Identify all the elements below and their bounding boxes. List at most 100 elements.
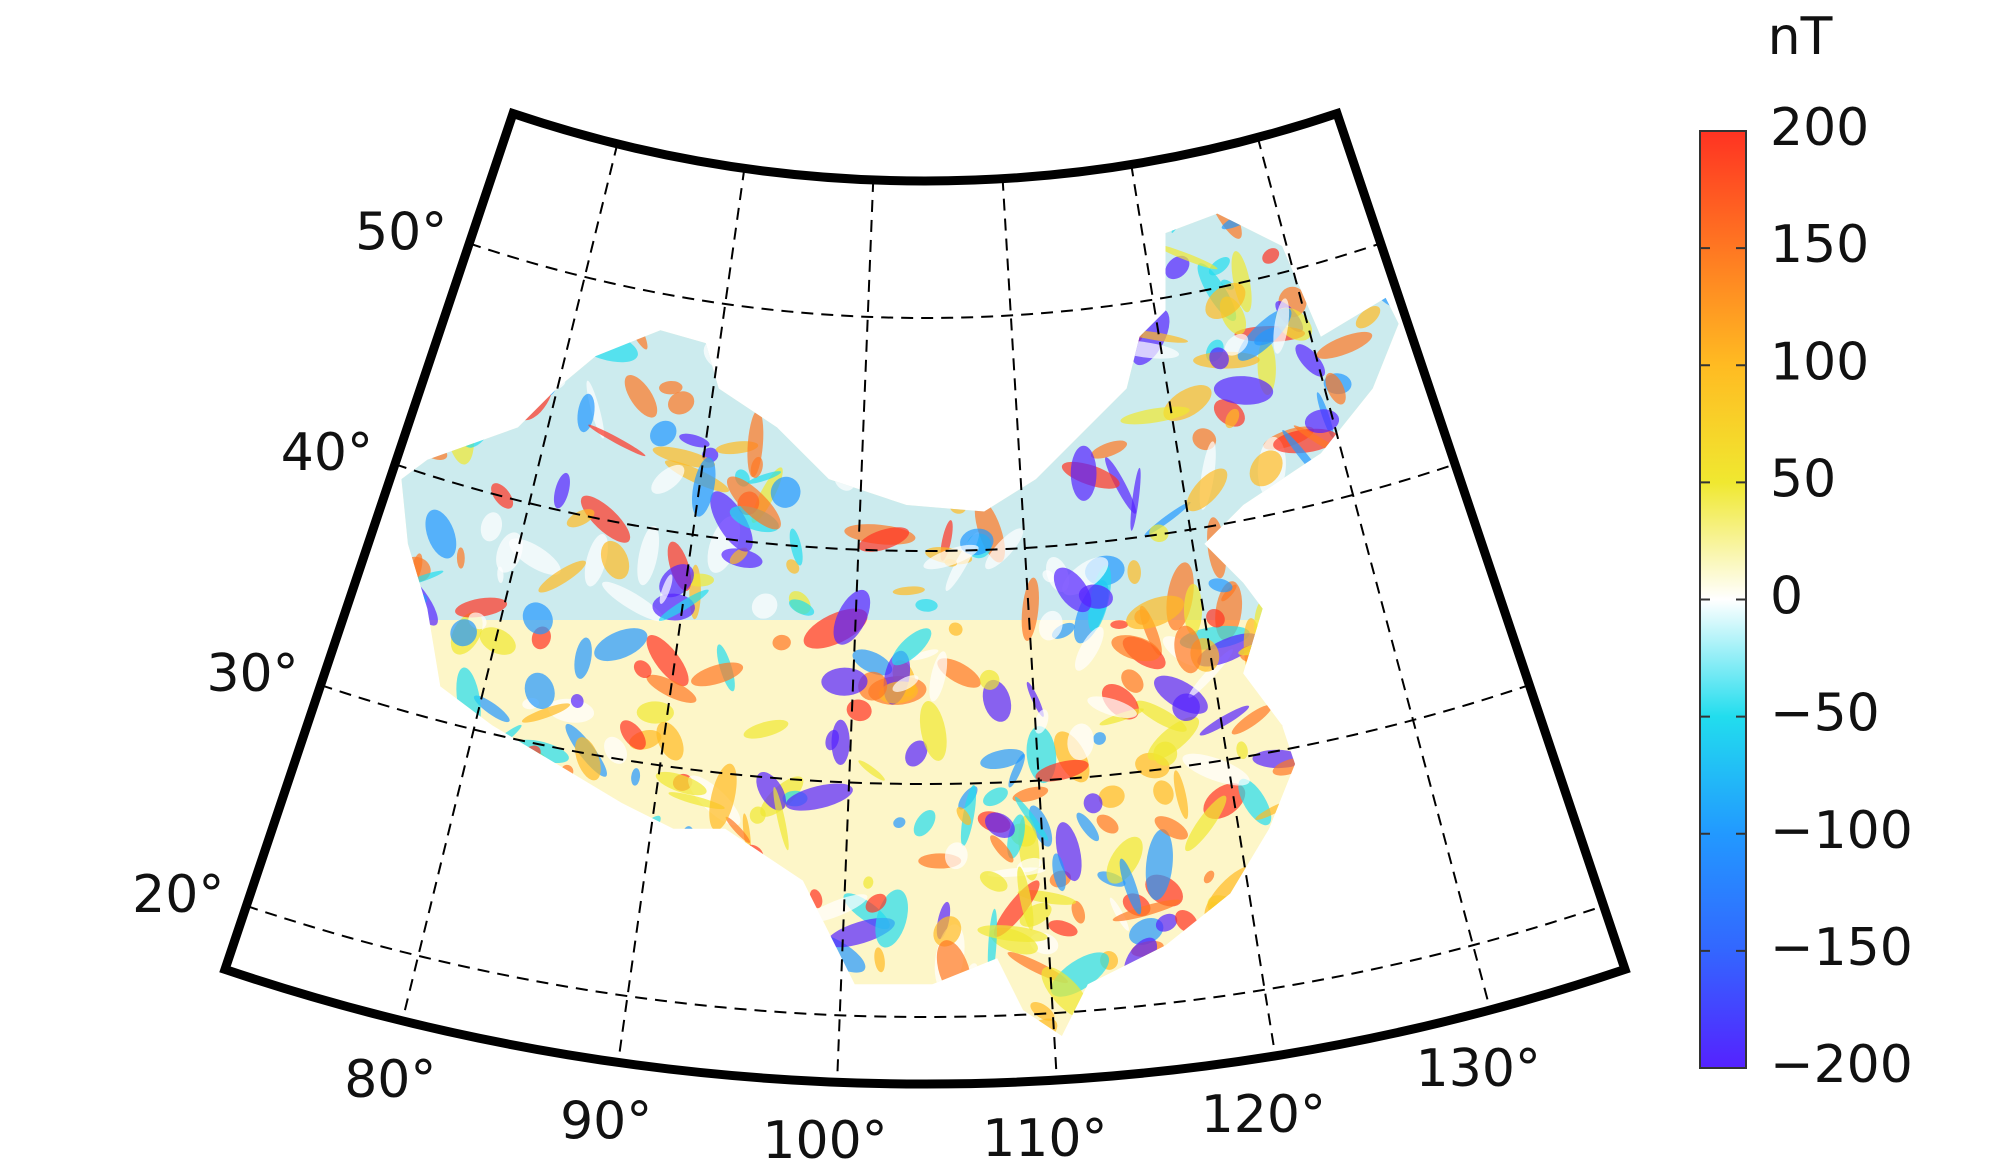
field-patch (772, 634, 791, 651)
field-patch (1185, 795, 1227, 852)
field-patch (598, 982, 613, 1010)
field-patch (547, 969, 581, 1015)
field-patch (1325, 372, 1346, 405)
field-patch (594, 628, 648, 662)
field-patch (1316, 331, 1373, 359)
field-patch (422, 827, 456, 844)
field-patch (704, 983, 736, 1014)
field-patch (455, 378, 491, 420)
field-patch (532, 931, 587, 960)
field-patch (751, 357, 804, 392)
graticule (246, 137, 1604, 1083)
field-patch (963, 334, 985, 350)
field-patch (674, 213, 691, 243)
latitude-label: 40° (281, 423, 373, 483)
field-patch (1275, 213, 1322, 244)
field-patch (993, 1028, 1043, 1037)
field-patch (1172, 693, 1200, 722)
field-patch (1067, 723, 1094, 761)
field-patch (944, 842, 968, 870)
field-patch (1327, 892, 1351, 907)
field-patch (1225, 408, 1240, 429)
field-patch (659, 574, 673, 604)
field-patch (857, 464, 907, 487)
latitude-line (394, 463, 1456, 552)
field-patch (1109, 897, 1129, 931)
colorbar-tick-label: 100 (1770, 332, 1869, 392)
field-patch (831, 719, 850, 766)
field-patch (514, 739, 569, 764)
field-patch (405, 952, 456, 978)
field-patch (751, 593, 778, 619)
field-patch (1026, 681, 1044, 717)
field-patch (923, 544, 979, 570)
field-patch (473, 695, 510, 723)
longitude-label: 120° (1201, 1085, 1326, 1145)
field-patch (677, 826, 697, 879)
field-patch (401, 281, 426, 307)
field-patch (1351, 826, 1374, 871)
field-patch (1345, 800, 1367, 817)
field-patch (1299, 231, 1335, 280)
field-patch (932, 405, 974, 444)
field-patch (1299, 996, 1321, 1019)
longitude-line (836, 179, 875, 1083)
field-patch (919, 451, 945, 479)
field-patch (744, 982, 790, 1015)
field-patch (482, 395, 516, 411)
longitude-label: 130° (1416, 1039, 1541, 1099)
field-patch (786, 559, 800, 574)
map-frame (219, 107, 1631, 1089)
field-patch (374, 368, 400, 419)
field-patch (897, 262, 937, 311)
field-patch (759, 989, 787, 1015)
field-patch (1334, 924, 1392, 966)
field-patch (425, 946, 439, 972)
field-patch (900, 356, 961, 385)
field-patch (813, 951, 839, 977)
field-patch (789, 599, 815, 616)
field-patch (1093, 732, 1106, 745)
field-patch (1149, 524, 1169, 543)
field-patch (1076, 812, 1100, 842)
field-patch (819, 335, 870, 357)
field-patch (1075, 626, 1104, 671)
field-patch (1351, 581, 1371, 630)
field-patch (1090, 440, 1128, 459)
colorbar-unit: nT (1768, 7, 1833, 67)
field-patch (692, 457, 716, 517)
field-patch (897, 227, 920, 275)
field-patch (926, 281, 981, 307)
field-patch (1405, 222, 1425, 244)
field-patch (580, 495, 631, 543)
field-patch (924, 1049, 964, 1108)
field-patch (743, 1037, 803, 1070)
colorbar-tick-label: −150 (1770, 918, 1913, 978)
field-patch (929, 651, 948, 702)
field-patch (1218, 924, 1251, 962)
field-patch (948, 213, 987, 217)
field-patch (766, 241, 781, 260)
field-patch (982, 679, 1012, 722)
field-patch (1406, 667, 1426, 685)
field-patch (1224, 333, 1249, 356)
field-patch (1119, 858, 1142, 915)
field-patch (890, 221, 908, 262)
field-patch (999, 213, 1049, 239)
longitude-line (1130, 164, 1277, 1057)
field-patch (867, 347, 902, 383)
field-patch (1135, 700, 1187, 732)
field-patch (805, 213, 826, 230)
field-patch (1154, 816, 1189, 840)
field-patch (983, 787, 1008, 807)
field-patch (948, 622, 963, 636)
field-patch (1005, 291, 1044, 320)
field-patch (363, 615, 398, 650)
field-patch (517, 783, 542, 807)
colorbar-tick-label: 0 (1770, 567, 1803, 627)
field-patch (655, 771, 707, 796)
field-patch (1130, 467, 1141, 531)
latitude-label: 50° (355, 202, 447, 262)
field-patch (892, 675, 919, 692)
field-patch (401, 661, 414, 682)
